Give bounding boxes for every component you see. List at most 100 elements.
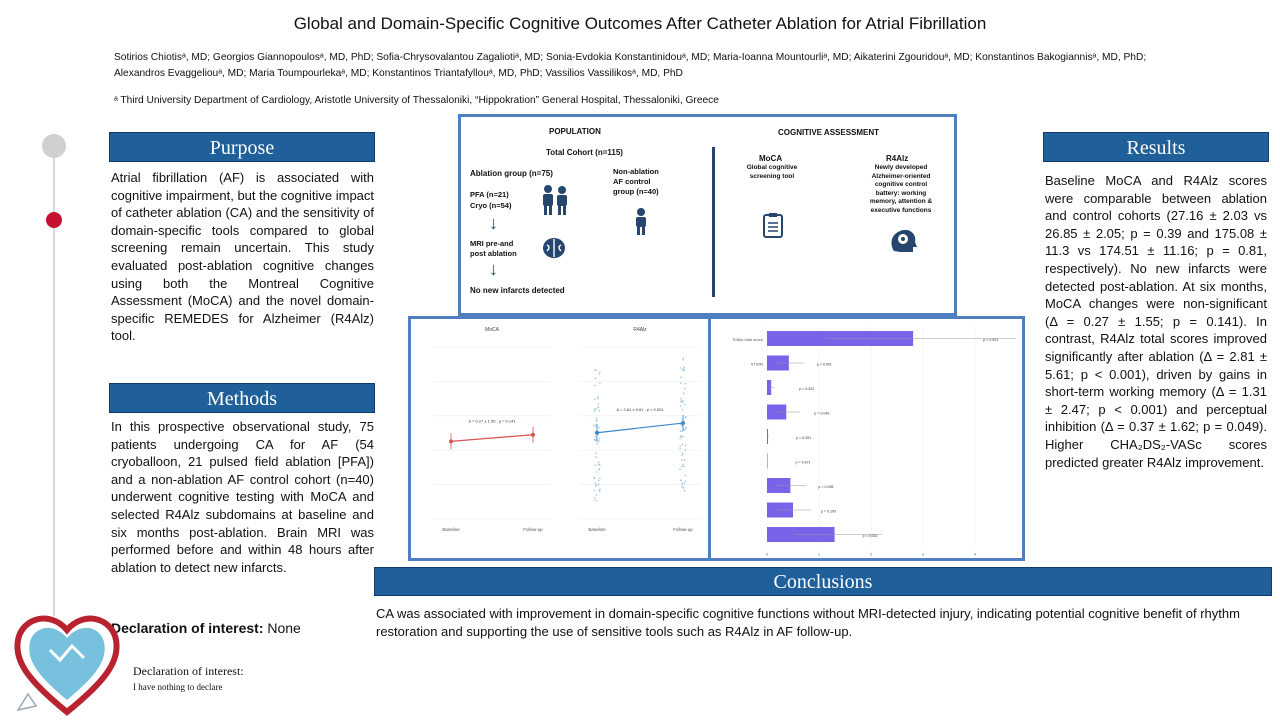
mean-point	[595, 430, 599, 435]
scatter-point	[682, 359, 684, 361]
people-group-icon	[543, 185, 567, 215]
affiliation: ᵃ Third University Department of Cardiol…	[114, 95, 719, 106]
heart-logo-icon	[14, 615, 120, 716]
clipboard-icon	[763, 213, 783, 238]
cognitive-heading: COGNITIVE ASSESSMENT	[778, 128, 880, 137]
mri-label: MRI pre-and post ablation	[470, 239, 517, 259]
subdomain-bar-chart: 0 1 2 3 4 R4Alz total score p < 0.001 STWM p < 0…	[733, 327, 1016, 566]
scatter-point	[596, 440, 598, 443]
scatter-point	[681, 486, 684, 488]
scatter-point	[598, 426, 600, 429]
scatter-point	[681, 401, 684, 403]
scatter-point	[595, 417, 598, 420]
scatter-point	[595, 425, 597, 428]
scatter-point	[595, 484, 598, 486]
mean-point	[681, 421, 685, 426]
arrow-down-2: ↓	[489, 259, 498, 279]
scatter-point	[598, 464, 601, 466]
scatter-point	[597, 403, 599, 406]
x-tick-label: Follow-up	[673, 527, 693, 532]
declaration-value: None	[267, 620, 301, 636]
scatter-point	[683, 459, 686, 461]
arrow-down-1: ↓	[489, 213, 498, 233]
results-text: Baseline MoCA and R4Alz scores were comp…	[1045, 173, 1267, 470]
x-tick-label: 2	[870, 552, 873, 557]
moca-title: MoCA	[759, 154, 783, 163]
authors-line-2: Alexandros Evaggeliouᵃ, MD; Maria Toumpo…	[114, 68, 683, 79]
scatter-point	[679, 405, 682, 407]
scatter-point	[595, 456, 597, 458]
scatter-point	[593, 398, 596, 401]
nonablation-line-1: Non-ablation	[613, 167, 659, 176]
scatter-point	[598, 440, 600, 442]
p-value-label: p = 0.109	[821, 510, 836, 514]
mri-line-1: MRI pre-and	[470, 239, 514, 248]
scatter-point	[681, 454, 683, 456]
scatter-point	[594, 464, 597, 466]
scatter-point	[681, 482, 683, 484]
x-tick-label: 0	[766, 552, 769, 557]
scatter-point	[680, 397, 682, 400]
total-cohort: Total Cohort (n=115)	[546, 148, 623, 157]
p-value-label: p = 0.095	[818, 485, 833, 489]
person-icon	[636, 208, 646, 235]
scatter-point	[594, 384, 596, 387]
moca-desc-line-1: Global cognitive	[746, 164, 798, 171]
scatter-point	[595, 452, 597, 454]
scatter-point	[599, 477, 601, 479]
cryo-count: Cryo (n=54)	[470, 201, 512, 210]
scatter-point	[683, 366, 685, 368]
delta-annotation: Δ = 0.27 ± 1.55 ; p = 0.141	[468, 419, 516, 424]
scatter-point	[679, 445, 681, 448]
scatter-point	[682, 463, 684, 466]
scatter-point	[593, 489, 595, 492]
scatter-point	[599, 371, 601, 374]
scatter-point	[679, 468, 681, 471]
scatter-point	[679, 430, 682, 433]
scatter-point	[685, 426, 687, 429]
scatter-point	[682, 452, 684, 455]
scatter-point	[594, 484, 597, 487]
scatter-point	[680, 424, 683, 426]
scatter-point	[595, 494, 598, 496]
p-value-label: p < 0.001	[817, 363, 832, 367]
figure-divider	[712, 147, 715, 297]
results-heading: Results	[1043, 132, 1269, 162]
x-tick-label: 3	[922, 552, 925, 557]
scatter-point	[597, 461, 600, 464]
moca-desc-line-2: screening tool	[749, 172, 795, 180]
scatter-point	[599, 382, 601, 385]
conclusions-text: CA was associated with improvement in do…	[376, 606, 1240, 639]
nonablation-label: Non-ablation AF control group (n=40)	[613, 167, 659, 197]
declaration-label: Declaration of interest:	[111, 620, 264, 636]
declaration: Declaration of interest: None	[111, 620, 301, 636]
r4alz-desc-line-4: battery: working	[875, 189, 927, 197]
scatter-point	[684, 444, 687, 447]
scatter-point	[593, 410, 596, 412]
population-heading: POPULATION	[549, 127, 601, 136]
scatter-point	[684, 474, 687, 477]
r4alz-desc-line-1: Newly developed	[874, 164, 928, 171]
series-line	[450, 434, 534, 442]
mean-point	[449, 439, 453, 444]
scatter-point	[681, 465, 683, 468]
p-value-label: p = 0.671	[796, 461, 811, 465]
timeline-line	[53, 146, 55, 616]
x-tick-label: 1	[818, 552, 821, 557]
r4alz-desc-line-5: memory, attention &	[869, 198, 933, 205]
methods-text: In this prospective observational study,…	[111, 419, 374, 575]
x-tick-label: 4	[974, 552, 977, 557]
no-infarcts: No new infarcts detected	[470, 286, 565, 295]
p-value-label: p = 0.001	[863, 534, 878, 538]
scatter-point	[595, 369, 597, 371]
scatter-point	[679, 367, 682, 369]
scatter-point	[597, 396, 599, 398]
scatter-point	[680, 376, 682, 379]
pfa-count: PFA (n=21)	[470, 190, 509, 199]
timeline-dot-grey	[42, 134, 66, 158]
population-figure: POPULATION Total Cohort (n=115) Ablation…	[458, 114, 957, 316]
scatter-point	[681, 483, 684, 486]
scatter-point	[594, 377, 597, 380]
scatter-point	[598, 467, 601, 470]
scatter-point	[679, 447, 681, 450]
